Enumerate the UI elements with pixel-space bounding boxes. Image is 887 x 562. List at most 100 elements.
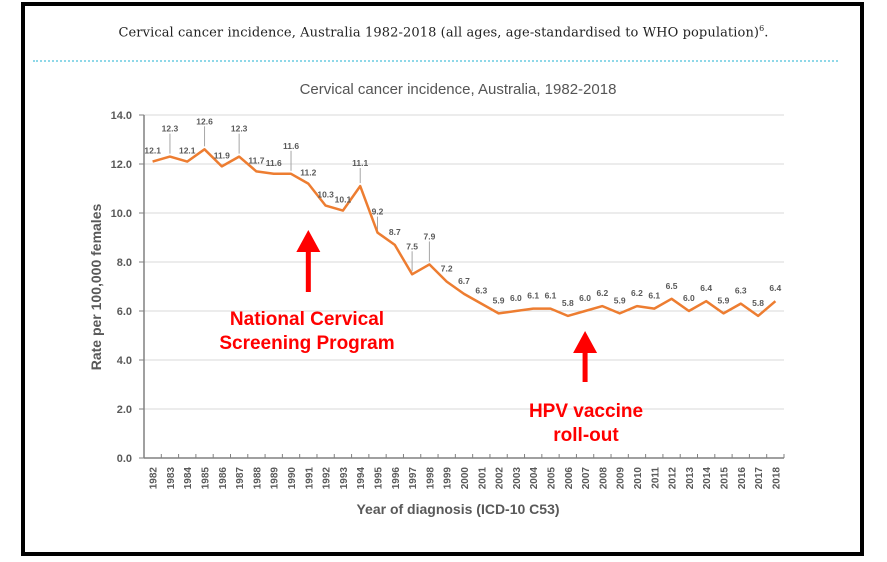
caption-period: . <box>764 25 769 41</box>
y-tick-label: 2.0 <box>117 404 132 416</box>
data-label: 8.7 <box>389 227 401 237</box>
x-tick-label: 1986 <box>218 467 229 490</box>
x-tick-label: 1994 <box>356 467 367 490</box>
x-tick-label: 1996 <box>391 467 402 490</box>
x-tick-label: 2016 <box>737 467 748 490</box>
x-tick-label: 2013 <box>685 467 696 490</box>
y-tick-label: 14.0 <box>111 110 132 122</box>
x-tick-label: 1990 <box>287 467 298 490</box>
x-tick-label: 2007 <box>581 467 592 490</box>
x-tick-label: 2003 <box>512 467 523 490</box>
arrow-head-icon <box>573 331 598 353</box>
x-tick-label: 1987 <box>235 467 246 490</box>
data-label: 7.2 <box>441 264 453 274</box>
x-tick-label: 1993 <box>339 467 350 490</box>
data-label: 11.7 <box>248 155 264 165</box>
x-tick-label: 1998 <box>425 467 436 490</box>
y-tick-label: 10.0 <box>111 208 132 220</box>
y-tick-label: 6.0 <box>117 306 132 318</box>
x-tick-label: 1999 <box>443 467 454 490</box>
x-tick-label: 2014 <box>702 467 713 490</box>
data-label: 6.3 <box>735 286 747 296</box>
data-label: 6.0 <box>579 293 591 303</box>
annotation-text: HPV vaccine <box>529 401 643 422</box>
x-tick-label: 1997 <box>408 467 419 490</box>
data-label: 6.1 <box>527 291 539 301</box>
data-label: 12.1 <box>144 146 161 156</box>
annotation-arrow <box>573 331 598 382</box>
data-labels: 12.112.312.112.611.912.311.7 11.611.611.2… <box>144 116 781 308</box>
y-axis-ticks: 0.0 2.0 4.0 6.0 8.0 10.0 12.0 14.0 <box>111 110 144 465</box>
data-label: 10.3 <box>317 190 334 200</box>
y-axis-label: Rate per 100,000 females <box>88 204 104 371</box>
data-label: 9.2 <box>372 207 384 217</box>
x-tick-label: 2010 <box>633 467 644 490</box>
data-label: 10.1 <box>335 195 352 205</box>
annotation-text: roll-out <box>553 425 619 446</box>
data-label: 11.2 <box>300 168 316 178</box>
data-label: 5.9 <box>718 295 730 305</box>
x-tick-label: 2000 <box>460 467 471 490</box>
x-tick-label: 1995 <box>374 467 385 490</box>
y-tick-label: 12.0 <box>111 159 132 171</box>
x-tick-label: 2012 <box>668 467 679 490</box>
annotation-arrow <box>296 230 321 292</box>
data-label-leaders <box>169 126 430 272</box>
data-label: 7.9 <box>423 231 435 241</box>
x-tick-label: 2001 <box>477 467 488 490</box>
y-tick-label: 0.0 <box>117 453 132 465</box>
y-tick-label: 4.0 <box>117 355 132 367</box>
data-label: 6.1 <box>545 291 557 301</box>
caption-footnote-ref: 6 <box>759 24 765 33</box>
x-tick-label: 2005 <box>546 467 557 490</box>
x-tick-label: 1984 <box>183 467 194 490</box>
data-label: 6.1 <box>648 291 660 301</box>
x-tick-label: 1988 <box>252 467 263 490</box>
chart-title: Cervical cancer incidence, Australia, 19… <box>300 81 617 98</box>
arrow-shaft <box>582 347 588 382</box>
data-label: 5.9 <box>614 295 626 305</box>
data-label: 12.3 <box>231 124 248 134</box>
x-tick-label: 1985 <box>201 467 212 490</box>
data-label: 6.0 <box>510 293 522 303</box>
annotation-text: National Cervical <box>230 309 384 330</box>
x-tick-label: 2008 <box>598 467 609 490</box>
x-tick-label: 1989 <box>270 467 281 490</box>
data-label: 12.6 <box>196 116 213 126</box>
data-label: 7.5 <box>406 241 418 251</box>
arrow-shaft <box>305 246 311 292</box>
data-label: 5.8 <box>562 298 574 308</box>
data-label: 11.1 <box>352 158 368 168</box>
annotation-text: Screening Program <box>219 333 394 354</box>
data-label: 6.3 <box>475 286 487 296</box>
y-tick-label: 8.0 <box>117 257 132 269</box>
data-label: 6.2 <box>631 288 643 298</box>
x-tick-label: 1982 <box>149 467 160 490</box>
data-label: 6.0 <box>683 293 695 303</box>
data-label: 11.6 <box>283 141 299 151</box>
data-label: 5.9 <box>493 295 505 305</box>
x-tick-label: 1983 <box>166 467 177 490</box>
arrow-head-icon <box>296 230 321 252</box>
x-tick-label: 2002 <box>495 467 506 490</box>
data-label: 11.9 <box>214 150 230 160</box>
x-tick-label: 2015 <box>719 467 730 490</box>
data-label: 6.5 <box>666 281 678 291</box>
data-label: 6.7 <box>458 276 470 286</box>
data-label: 6.2 <box>596 288 608 298</box>
x-tick-label: 2011 <box>650 467 661 489</box>
series-line <box>152 148 777 318</box>
x-tick-label: 1992 <box>322 467 333 490</box>
annotations: National Cervical Screening Program HPV va… <box>219 230 643 446</box>
data-label: 6.4 <box>700 283 712 293</box>
x-axis-label: Year of diagnosis (ICD-10 C53) <box>356 501 559 517</box>
caption-text: Cervical cancer incidence, Australia 198… <box>118 25 760 41</box>
data-label: 12.3 <box>162 124 179 134</box>
data-label: 5.8 <box>752 298 764 308</box>
x-axis-ticks: 1982 1983 1984 1985 1986 1987 1988 1989 1990 1991… <box>143 454 785 490</box>
x-tick-label: 2017 <box>754 467 765 490</box>
gridlines <box>143 114 784 459</box>
x-tick-label: 2018 <box>771 467 782 490</box>
data-label: 12.1 <box>179 146 196 156</box>
